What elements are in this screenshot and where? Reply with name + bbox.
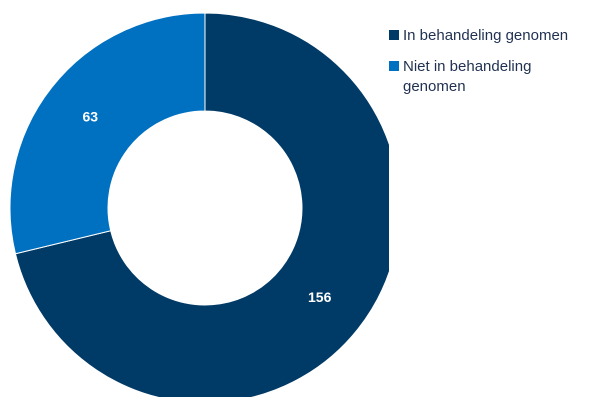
legend-swatch bbox=[389, 61, 399, 71]
legend-label: Niet in behandeling genomen bbox=[403, 58, 532, 95]
slice-niet-in-behandeling bbox=[9, 12, 206, 255]
slice-in-behandeling bbox=[14, 12, 389, 397]
legend: In behandeling genomen Niet in behandeli… bbox=[389, 26, 585, 108]
legend-swatch bbox=[389, 30, 399, 40]
donut-slices bbox=[9, 12, 389, 397]
legend-label: In behandeling genomen bbox=[403, 27, 569, 44]
data-label-niet-in-behandeling: 63 bbox=[83, 108, 99, 124]
data-label-in-behandeling: 156 bbox=[308, 289, 332, 305]
data-labels: 156 63 bbox=[83, 108, 332, 305]
legend-item-niet-in-behandeling: Niet in behandeling genomen bbox=[389, 57, 585, 97]
legend-item-in-behandeling: In behandeling genomen bbox=[389, 26, 585, 46]
donut-chart: 156 63 bbox=[9, 12, 389, 397]
